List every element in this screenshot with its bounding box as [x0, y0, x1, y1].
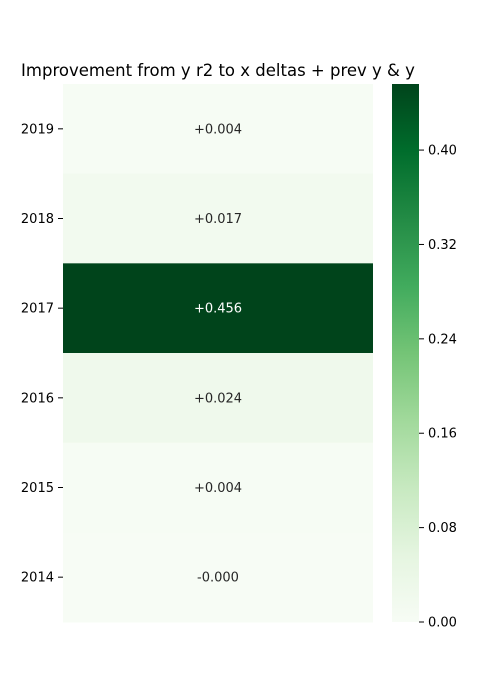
colorbar: 0.00 0.08 0.16 0.24 0.32 0.40 — [392, 84, 457, 631]
heatmap-cell-2014 — [63, 532, 373, 623]
cell-label-2019: +0.004 — [194, 122, 242, 137]
cell-label-2017: +0.456 — [194, 302, 242, 317]
colorbar-gradient — [392, 84, 419, 622]
colorbar-tick-label: 0.08 — [428, 521, 457, 536]
heatmap-cell-2019 — [63, 84, 373, 175]
colorbar-tick-label: 0.24 — [428, 332, 457, 347]
heatmap-cells: +0.004 +0.017 +0.456 +0.024 +0.004 -0.000 — [63, 84, 373, 623]
y-tick-label-2014: 2014 — [21, 571, 54, 586]
cell-label-2016: +0.024 — [194, 391, 242, 406]
y-axis: 2019 2018 2017 2016 2015 2014 — [21, 122, 63, 586]
y-tick-label-2017: 2017 — [21, 302, 54, 317]
y-tick-label-2016: 2016 — [21, 391, 54, 406]
heatmap-cell-2017 — [63, 263, 373, 354]
y-tick-label-2019: 2019 — [21, 122, 54, 137]
colorbar-tick-label: 0.32 — [428, 238, 457, 253]
y-tick-label-2018: 2018 — [21, 212, 54, 227]
cell-label-2015: +0.004 — [194, 481, 242, 496]
colorbar-tick-label: 0.16 — [428, 427, 457, 442]
heatmap-cell-2015 — [63, 442, 373, 533]
cell-label-2018: +0.017 — [194, 212, 242, 227]
colorbar-tick-label: 0.00 — [428, 616, 457, 631]
heatmap-cell-2018 — [63, 173, 373, 264]
heatmap-cell-2016 — [63, 353, 373, 444]
colorbar-tick-label: 0.40 — [428, 144, 457, 159]
chart-title: Improvement from y r2 to x deltas + prev… — [21, 61, 415, 80]
cell-label-2014: -0.000 — [197, 571, 239, 586]
y-tick-label-2015: 2015 — [21, 481, 54, 496]
